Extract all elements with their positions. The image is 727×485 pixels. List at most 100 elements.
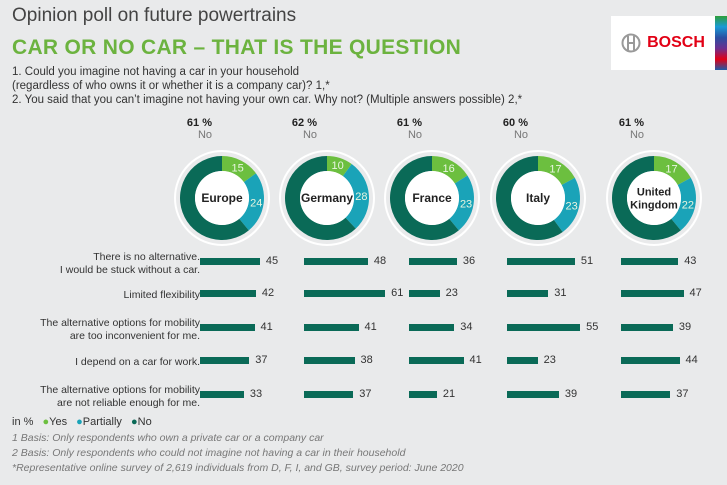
bar-value-label: 42	[261, 287, 275, 299]
bar-france	[409, 357, 464, 364]
title: CAR OR NO CAR – THAT IS THE QUESTION	[12, 36, 462, 59]
donut-value-label: 23	[460, 198, 472, 210]
bar-italy	[507, 258, 575, 265]
question-1a: 1. Could you imagine not having a car in…	[12, 66, 300, 78]
donut-hole	[627, 171, 681, 225]
donut-slice-no	[284, 156, 356, 241]
donut-slice-yes	[654, 156, 691, 185]
row-label: The alternative options for mobility are …	[40, 384, 200, 409]
bar-value-label: 39	[564, 388, 578, 400]
donut-country-label: France	[412, 191, 452, 205]
bar-value-label: 21	[442, 388, 456, 400]
donut-slice-partially	[671, 177, 696, 231]
donut-slice-partially	[239, 173, 264, 231]
footnote-2: 2 Basis: Only respondents who could not …	[12, 447, 406, 459]
bar-value-label: 34	[460, 321, 473, 333]
bar-value-label: 48	[373, 255, 387, 267]
bar-france	[409, 324, 455, 331]
footnote-3: *Representative online survey of 2,619 i…	[12, 462, 464, 474]
bar-united-kingdom	[621, 290, 684, 297]
headline-value: 62 %	[291, 117, 317, 129]
headline-label: No	[197, 129, 212, 141]
supertitle: Opinion poll on future powertrains	[12, 5, 297, 26]
bar-france	[409, 290, 440, 297]
bar-value-label: 43	[684, 255, 697, 267]
bar-value-label: 38	[360, 354, 373, 366]
headline-label: No	[407, 129, 422, 141]
bar-europe	[200, 357, 250, 364]
donut-outer-ring	[384, 150, 480, 246]
donut-hole	[195, 171, 249, 225]
row-label: Limited flexibility	[123, 289, 200, 301]
donut-slice-no	[179, 156, 249, 240]
bar-value-label: 36	[462, 255, 476, 267]
donut-outer-ring	[174, 150, 270, 246]
bar-germany	[304, 324, 359, 331]
bar-value-label: 37	[255, 354, 268, 366]
bar-value-label: 39	[678, 321, 692, 333]
donut-outer-ring	[606, 150, 702, 246]
donut-value-label: 23	[566, 201, 578, 213]
bar-value-label: 33	[249, 388, 263, 400]
donut-slice-partially	[449, 175, 474, 231]
bar-italy	[507, 391, 559, 398]
donut-slice-yes	[432, 156, 468, 184]
donut-slice-no	[389, 156, 459, 241]
bar-value-label: 47	[689, 287, 702, 299]
headline-label: No	[302, 129, 317, 141]
headline-no-percent: 62 % No	[287, 117, 317, 141]
donut-value-label: 10	[332, 160, 344, 172]
logo-text: BOSCH	[647, 34, 705, 51]
headline-value: 61 %	[618, 117, 644, 129]
bar-france	[409, 258, 457, 265]
donut-outer-ring	[490, 150, 586, 246]
bar-value-label: 41	[469, 354, 482, 366]
bar-italy	[507, 324, 581, 331]
donut-hole	[511, 171, 565, 225]
footnote-1: 1 Basis: Only respondents who own a priv…	[12, 432, 324, 444]
bar-europe	[200, 391, 244, 398]
bar-europe	[200, 324, 255, 331]
donut-value-label: 28	[355, 191, 367, 203]
bar-italy	[507, 290, 549, 297]
headline-no-percent: 61 % No	[392, 117, 422, 141]
donut-value-label: 17	[665, 163, 677, 175]
bar-europe	[200, 258, 260, 265]
bosch-armature-icon	[621, 33, 641, 53]
donut-country-label: Germany	[301, 191, 353, 205]
bar-value-label: 41	[260, 321, 273, 333]
question-1b: (regardless of who owns it or whether it…	[12, 80, 330, 92]
donut-outer-ring	[279, 150, 375, 246]
bar-united-kingdom	[621, 258, 679, 265]
donut-slice-yes	[222, 156, 256, 183]
bar-value-label: 45	[265, 255, 279, 267]
row-label: There is no alternative. I would be stuck…	[59, 251, 200, 276]
donut-country-label: Italy	[526, 191, 550, 205]
question-2: 2. You said that you can’t imagine not h…	[12, 94, 523, 106]
donut-slice-yes	[538, 156, 575, 185]
bar-germany	[304, 357, 355, 364]
headline-no-percent: 61 % No	[182, 117, 212, 141]
headline-no-percent: 61 % No	[614, 117, 644, 141]
legend-partially: Partially	[82, 416, 122, 428]
donut-hole	[405, 171, 459, 225]
bar-value-label: 41	[364, 321, 377, 333]
legend-unit: in %	[12, 416, 34, 428]
bar-value-label: 44	[685, 354, 698, 366]
donut-slice-no	[496, 156, 563, 240]
donut-value-label: 15	[232, 162, 244, 174]
bar-italy	[507, 357, 538, 364]
bar-united-kingdom	[621, 391, 671, 398]
donut-slice-partially	[553, 177, 580, 232]
bar-united-kingdom	[621, 357, 680, 364]
donut-country-label: United	[637, 187, 671, 199]
donut-slice-partially	[342, 164, 370, 229]
bar-value-label: 37	[676, 388, 689, 400]
donut-value-label: 22	[682, 199, 694, 211]
donut-value-label: 17	[549, 163, 561, 175]
headline-label: No	[629, 129, 644, 141]
bosch-logo: BOSCH	[611, 16, 715, 70]
bar-value-label: 31	[554, 287, 567, 299]
donut-hole	[300, 171, 354, 225]
